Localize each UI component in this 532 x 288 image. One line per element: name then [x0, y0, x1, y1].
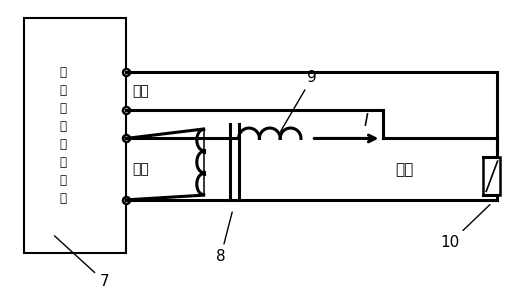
Text: 10: 10 [440, 205, 490, 250]
Text: 8: 8 [216, 212, 232, 264]
Text: 9: 9 [281, 70, 317, 131]
Text: 电
流
型
功
率
放
大
器: 电 流 型 功 率 放 大 器 [60, 66, 66, 205]
Bar [24, 18, 126, 253]
Text: I: I [364, 112, 369, 130]
Text: 二次: 二次 [395, 162, 413, 177]
Text: 一次: 一次 [132, 163, 148, 177]
Text: 反馈: 反馈 [132, 84, 148, 98]
Text: 7: 7 [54, 236, 109, 288]
Bar [484, 157, 501, 195]
